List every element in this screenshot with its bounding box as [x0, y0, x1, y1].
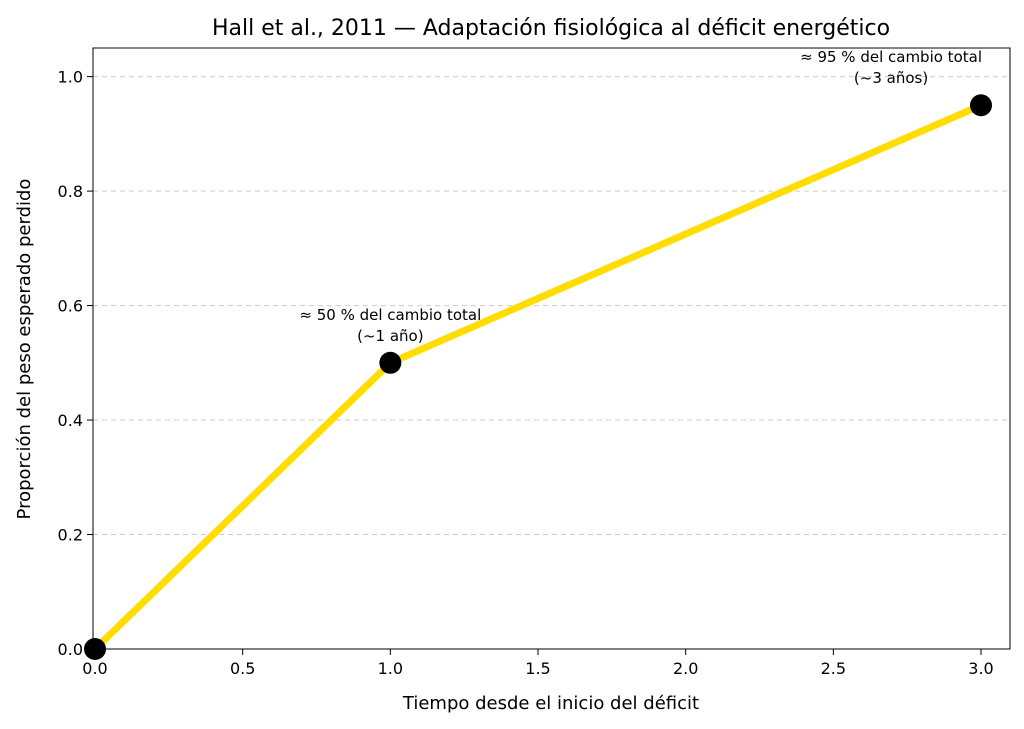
data-point: [970, 94, 992, 117]
annotation: ≈ 95 % del cambio total (~3 años): [800, 48, 982, 87]
x-tick-label: 3.0: [968, 659, 993, 678]
x-tick-label: 1.0: [378, 659, 403, 678]
y-axis: 0.0 0.2 0.4 0.6 0.8 1.0: [58, 68, 93, 659]
x-axis-label: Tiempo desde el inicio del déficit: [402, 693, 699, 714]
y-tick-label: 0.4: [58, 411, 83, 430]
y-tick-label: 0.2: [58, 526, 83, 545]
x-axis: 0.0 0.5 1.0 1.5 2.0 2.5 3.0: [82, 649, 994, 678]
plot-frame: [92, 47, 1011, 650]
y-tick-label: 0.0: [58, 640, 83, 659]
x-tick-label: 2.0: [673, 659, 698, 678]
data-point: [379, 351, 402, 374]
chart-title: Hall et al., 2011 — Adaptación fisiológi…: [212, 16, 890, 41]
y-tick-label: 1.0: [58, 68, 83, 87]
x-tick-label: 0.5: [230, 659, 255, 678]
x-tick-label: 0.0: [82, 659, 107, 678]
annotation: ≈ 50 % del cambio total (~1 año): [299, 306, 481, 345]
x-tick-label: 1.5: [525, 659, 550, 678]
y-tick-label: 0.6: [58, 297, 83, 316]
y-tick-label: 0.8: [58, 182, 83, 201]
y-axis-label: Proporción del peso esperado perdido: [14, 179, 35, 520]
annotations: ≈ 50 % del cambio total (~1 año) ≈ 95 % de…: [299, 48, 982, 345]
x-tick-label: 2.5: [821, 659, 846, 678]
